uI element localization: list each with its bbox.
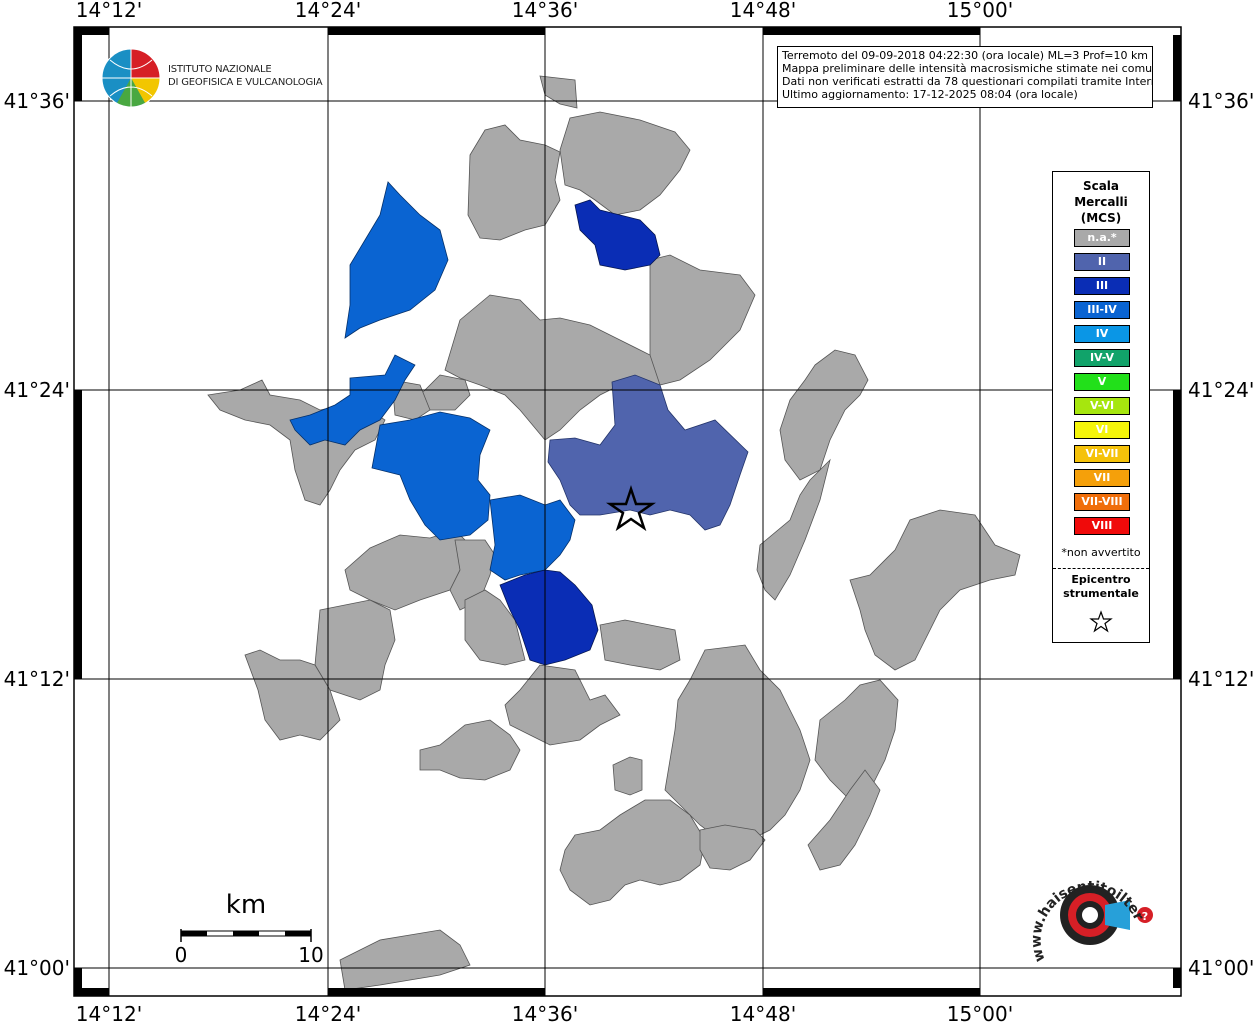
lat-label-right: 41°24': [1188, 378, 1254, 402]
lat-label-right: 41°12': [1188, 667, 1254, 691]
lat-label-left: 41°12': [4, 667, 70, 691]
epicenter-star-icon: [605, 485, 657, 532]
epicenter-label-line: strumentale: [1063, 587, 1139, 600]
svg-text:?: ?: [1142, 910, 1148, 923]
svg-text:www.haisentitoilterremoto.it: www.haisentitoilterremoto.it: [1025, 860, 1146, 964]
info-line: Ultimo aggiornamento: 17-12-2025 08:04 (…: [782, 88, 1078, 101]
lon-label-top: 14°48': [730, 0, 796, 22]
scale-max: 10: [298, 943, 323, 967]
legend-item: V-VI: [1074, 397, 1130, 415]
legend-item: V: [1074, 373, 1130, 391]
municipalities-III-IV: [289, 181, 576, 581]
municipalities-not-felt: [207, 75, 1021, 991]
lon-label-bottom: 14°24': [295, 1002, 361, 1024]
logo-line: ISTITUTO NAZIONALE: [168, 64, 272, 75]
legend-star-icon: [1089, 610, 1113, 633]
lat-label-left: 41°36': [4, 89, 70, 113]
municipalities-III: [499, 199, 661, 666]
legend-item: III-IV: [1074, 301, 1130, 319]
ingv-logo-icon: [101, 48, 161, 108]
scale-bar: [180, 929, 312, 942]
haisentito-logo-icon: ?: [1060, 885, 1153, 945]
legend-title-line: Mercalli: [1074, 195, 1128, 209]
legend-item: VII: [1074, 469, 1130, 487]
legend-item: IV-V: [1074, 349, 1130, 367]
info-line: Mappa preliminare delle intensità macros…: [782, 62, 1153, 75]
legend-divider: [1053, 568, 1149, 569]
lon-label-bottom: 14°48': [730, 1002, 796, 1024]
lon-label-top: 14°24': [295, 0, 361, 22]
legend-title: Scala Mercalli (MCS): [1053, 178, 1149, 226]
municipality-II: [547, 374, 749, 531]
earthquake-info-box: Terremoto del 09-09-2018 04:22:30 (ora l…: [777, 46, 1153, 108]
legend-item: III: [1074, 277, 1130, 295]
scale-min: 0: [175, 943, 188, 967]
lat-label-left: 41°00': [4, 956, 70, 980]
scale-unit: km: [226, 890, 266, 920]
lon-label-bottom: 14°12': [76, 1002, 142, 1024]
lat-label-right: 41°36': [1188, 89, 1254, 113]
legend-note: *non avvertito: [1061, 546, 1141, 559]
lon-label-top: 14°12': [76, 0, 142, 22]
lon-label-bottom: 14°36': [512, 1002, 578, 1024]
haisentito-watermark: www.haisentitoilterremoto.it: [1025, 860, 1146, 964]
info-line: Dati non verificati estratti da 78 quest…: [782, 75, 1153, 88]
epicenter-legend-label: Epicentro strumentale: [1053, 573, 1149, 601]
lon-label-top: 14°36': [512, 0, 578, 22]
mcs-legend: Scala Mercalli (MCS) n.a.* II III III-IV IV I…: [1052, 171, 1150, 643]
legend-item: VI-VII: [1074, 445, 1130, 463]
info-line: Terremoto del 09-09-2018 04:22:30 (ora l…: [782, 49, 1149, 62]
legend-item: II: [1074, 253, 1130, 271]
watermark-text: www.haisentitoilterremoto.it: [1025, 860, 1146, 964]
legend-item: n.a.*: [1074, 229, 1130, 247]
legend-item: VI: [1074, 421, 1130, 439]
logo-line: DI GEOFISICA E VULCANOLOGIA: [168, 77, 323, 88]
lon-label-bottom: 15°00': [947, 1002, 1013, 1024]
lat-label-left: 41°24': [4, 378, 70, 402]
legend-title-line: (MCS): [1080, 211, 1122, 225]
lon-label-top: 15°00': [947, 0, 1013, 22]
legend-item: IV: [1074, 325, 1130, 343]
lat-label-right: 41°00': [1188, 956, 1254, 980]
ingv-logo-text: ISTITUTO NAZIONALE DI GEOFISICA E VULCAN…: [168, 63, 323, 89]
legend-item: VII-VIII: [1074, 493, 1130, 511]
legend-title-line: Scala: [1082, 179, 1120, 193]
frame-ticks: [74, 27, 1181, 996]
legend-item: VIII: [1074, 517, 1130, 535]
epicenter-label-line: Epicentro: [1071, 573, 1131, 586]
